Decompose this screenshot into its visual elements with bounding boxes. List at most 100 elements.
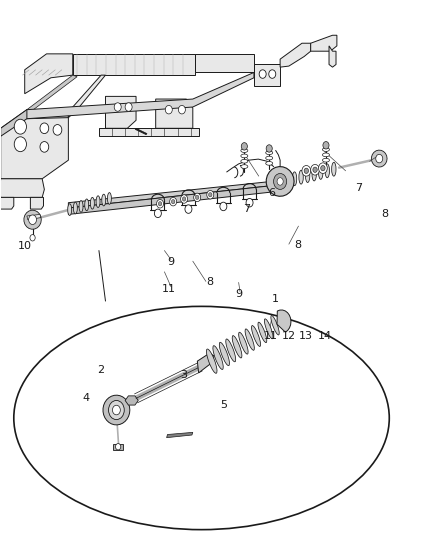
- Circle shape: [156, 199, 163, 208]
- Circle shape: [304, 168, 308, 173]
- Ellipse shape: [271, 316, 279, 335]
- Ellipse shape: [251, 326, 261, 346]
- Ellipse shape: [292, 172, 297, 185]
- Text: 5: 5: [220, 400, 227, 410]
- Polygon shape: [195, 54, 254, 72]
- Ellipse shape: [219, 342, 230, 366]
- Polygon shape: [155, 99, 193, 128]
- Polygon shape: [125, 396, 138, 405]
- Circle shape: [158, 201, 162, 206]
- Text: 8: 8: [381, 209, 389, 220]
- Polygon shape: [73, 54, 195, 75]
- Circle shape: [116, 443, 121, 450]
- Circle shape: [207, 190, 214, 199]
- Text: 7: 7: [355, 183, 362, 193]
- Circle shape: [376, 155, 383, 163]
- Ellipse shape: [74, 202, 78, 214]
- Circle shape: [182, 197, 186, 201]
- Ellipse shape: [107, 192, 111, 204]
- Circle shape: [274, 173, 287, 189]
- Text: 8: 8: [207, 278, 214, 287]
- Ellipse shape: [14, 306, 389, 530]
- Ellipse shape: [90, 197, 94, 209]
- Polygon shape: [27, 75, 77, 111]
- Text: 2: 2: [98, 365, 105, 375]
- Ellipse shape: [266, 161, 273, 165]
- Polygon shape: [329, 46, 336, 67]
- Circle shape: [40, 123, 49, 134]
- Polygon shape: [0, 179, 44, 197]
- Polygon shape: [1, 110, 68, 136]
- Ellipse shape: [213, 346, 223, 369]
- Text: 11: 11: [264, 330, 278, 341]
- Polygon shape: [30, 197, 43, 209]
- Ellipse shape: [79, 200, 83, 212]
- Circle shape: [14, 137, 26, 152]
- Circle shape: [114, 103, 121, 111]
- Text: 3: 3: [180, 370, 187, 381]
- Circle shape: [208, 192, 212, 197]
- Ellipse shape: [318, 165, 323, 179]
- Circle shape: [185, 205, 192, 213]
- Text: 10: 10: [18, 241, 32, 251]
- Ellipse shape: [226, 339, 236, 362]
- Circle shape: [170, 197, 177, 206]
- Ellipse shape: [266, 156, 273, 160]
- Circle shape: [180, 195, 187, 203]
- Circle shape: [113, 405, 120, 415]
- Ellipse shape: [85, 199, 88, 211]
- Ellipse shape: [325, 164, 329, 177]
- Polygon shape: [166, 432, 193, 438]
- Text: 4: 4: [82, 393, 89, 403]
- Circle shape: [323, 142, 329, 149]
- Text: 9: 9: [235, 289, 242, 299]
- Circle shape: [109, 400, 124, 419]
- Ellipse shape: [332, 163, 336, 176]
- Polygon shape: [277, 310, 291, 332]
- Ellipse shape: [206, 349, 217, 373]
- Circle shape: [28, 215, 36, 224]
- Ellipse shape: [322, 158, 329, 162]
- Circle shape: [246, 198, 253, 207]
- Text: 13: 13: [299, 330, 313, 341]
- Circle shape: [318, 163, 327, 173]
- Ellipse shape: [258, 322, 267, 343]
- Text: 12: 12: [282, 330, 296, 341]
- Circle shape: [220, 202, 227, 211]
- Text: 8: 8: [294, 240, 301, 250]
- Circle shape: [321, 165, 325, 171]
- Polygon shape: [0, 197, 14, 209]
- Ellipse shape: [102, 194, 106, 206]
- Ellipse shape: [312, 167, 316, 181]
- Circle shape: [277, 177, 283, 185]
- Ellipse shape: [68, 204, 72, 215]
- Polygon shape: [68, 181, 272, 208]
- Polygon shape: [254, 64, 280, 86]
- Circle shape: [165, 106, 172, 114]
- Circle shape: [259, 70, 266, 78]
- Circle shape: [53, 125, 62, 135]
- Polygon shape: [24, 210, 41, 229]
- Text: 7: 7: [243, 204, 250, 214]
- Text: 9: 9: [167, 257, 174, 267]
- Ellipse shape: [322, 148, 329, 151]
- Circle shape: [313, 167, 317, 172]
- Circle shape: [154, 209, 161, 217]
- Polygon shape: [280, 43, 311, 67]
- Circle shape: [178, 106, 185, 114]
- Polygon shape: [99, 128, 199, 136]
- Text: 6: 6: [268, 188, 275, 198]
- Ellipse shape: [241, 149, 248, 152]
- Ellipse shape: [299, 170, 303, 184]
- Circle shape: [241, 143, 247, 150]
- Circle shape: [266, 145, 272, 152]
- Text: 1: 1: [272, 294, 279, 304]
- Polygon shape: [68, 185, 272, 214]
- Circle shape: [14, 119, 26, 134]
- Ellipse shape: [266, 151, 273, 155]
- Polygon shape: [135, 128, 147, 135]
- Circle shape: [30, 235, 35, 241]
- Polygon shape: [1, 110, 68, 179]
- Polygon shape: [25, 54, 73, 94]
- Circle shape: [311, 165, 319, 175]
